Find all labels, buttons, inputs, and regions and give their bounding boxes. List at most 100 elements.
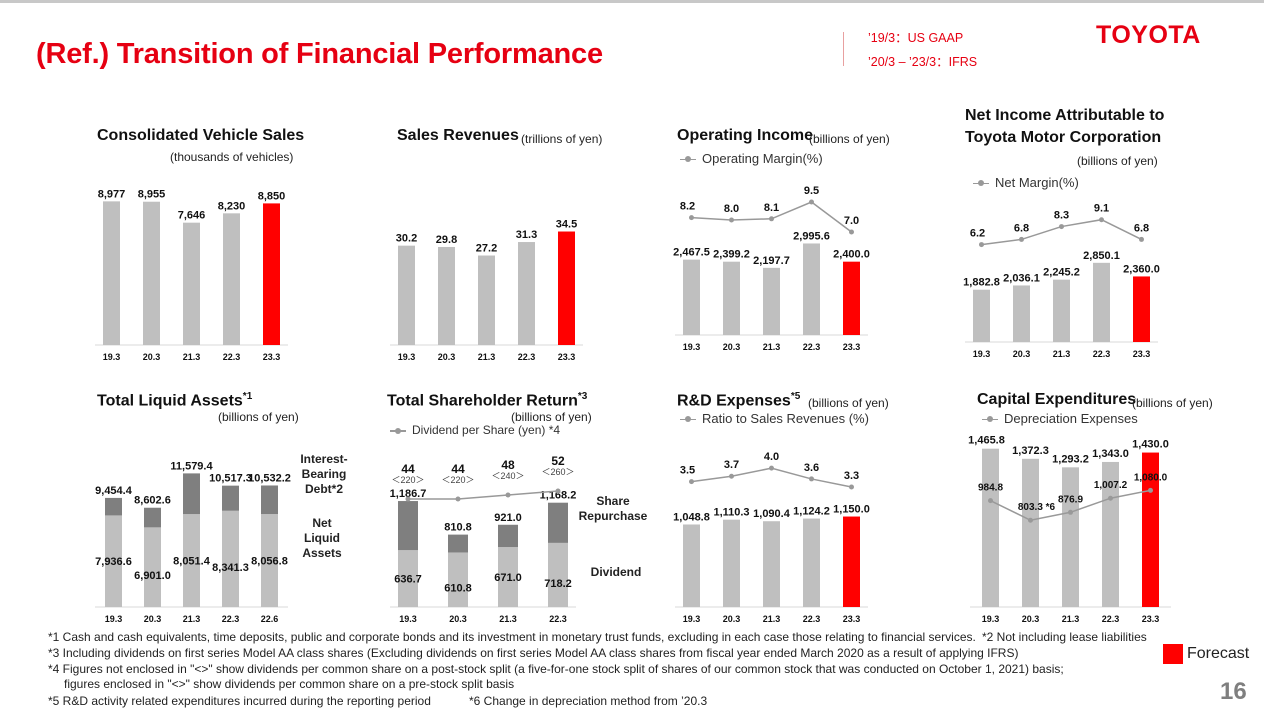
- stack-bottom-bar: [105, 515, 122, 607]
- net-margin-legend: Net Margin(%): [973, 175, 1079, 190]
- forecast-swatch-icon: [1163, 644, 1183, 664]
- x-tick-label: 23.3: [843, 342, 861, 352]
- interest-bearing-debt-label: Interest- Bearing Debt*2: [296, 452, 352, 497]
- footnote-ref: *3: [577, 391, 588, 402]
- line-point: [689, 479, 694, 485]
- footnote-4b: figures enclosed in "<>" show dividends …: [64, 677, 515, 691]
- line-point: [849, 229, 854, 235]
- x-tick-label: 20.3: [144, 614, 162, 624]
- page-title: (Ref.) Transition of Financial Performan…: [36, 38, 603, 70]
- total-value-label: 10,532.2: [248, 472, 291, 484]
- label-line: Share: [596, 494, 630, 508]
- segment-value-label: 671.0: [494, 572, 522, 584]
- total-value-label: 9,454.4: [95, 485, 133, 497]
- bar-value-label: 2,399.2: [713, 249, 750, 261]
- bar-value-label: 2,036.1: [1003, 272, 1040, 284]
- stack-top-bar: [144, 507, 161, 528]
- line-marker-icon: [973, 178, 989, 188]
- footnote-4a: *4 Figures not enclosed in "<>" show div…: [48, 662, 1064, 676]
- x-tick-label: 19.3: [973, 349, 991, 359]
- bar-value-label: 1,124.2: [793, 506, 830, 518]
- line-value-label: 803.3 *6: [1018, 502, 1056, 513]
- capex-chart: 19.3 20.3 21.3 22.3 23.3 1,465.8 1,372.31,293.…: [968, 435, 1171, 624]
- stack-top-bar: [398, 501, 418, 551]
- rd-expenses-title: R&D Expenses*5: [677, 391, 800, 410]
- gaap-line-2: ’20/3 – ’23/3：IFRS: [868, 55, 978, 69]
- line-value-label: 6.8: [1134, 222, 1149, 234]
- line-point: [809, 476, 814, 482]
- line-point: [1059, 224, 1064, 230]
- stack-top-bar: [183, 473, 200, 515]
- bar: [803, 518, 820, 607]
- x-tick-label: 19.3: [398, 352, 416, 362]
- vehicle-sales-title: Consolidated Vehicle Sales: [97, 127, 305, 144]
- bar-value-label: 31.3: [516, 229, 537, 241]
- vehicle-sales-chart: 19.3 20.3 21.3 22.3 23.3 8,977 8,955 7,646 8,230…: [95, 188, 288, 362]
- bar: [438, 246, 455, 345]
- x-tick-label: 21.3: [763, 342, 781, 352]
- footnote-ref: *5: [790, 391, 801, 402]
- forecast-bar: [843, 261, 860, 335]
- bar: [1022, 458, 1039, 607]
- bar-value-label: 1,110.3: [713, 507, 749, 519]
- x-tick-label: 19.3: [982, 614, 1000, 624]
- bar: [723, 519, 740, 607]
- gaap-line-1: ’19/3：US GAAP: [868, 31, 964, 45]
- line-value-label: 8.2: [680, 201, 695, 213]
- line-value-label: 52: [551, 454, 565, 468]
- stack-bottom-bar: [183, 514, 200, 607]
- line-marker-icon: [680, 414, 696, 424]
- total-value-label: 1,186.7: [390, 488, 427, 500]
- total-value-label: 810.8: [444, 522, 472, 534]
- legend-label: Net Margin(%): [995, 175, 1079, 190]
- total-value-label: 10,517.3: [209, 473, 252, 485]
- stack-top-bar: [498, 524, 518, 548]
- segment-value-label: 718.2: [544, 578, 572, 590]
- bar: [1093, 262, 1110, 342]
- bar: [1102, 461, 1119, 607]
- forecast-bar: [263, 203, 280, 345]
- label-line: Repurchase: [578, 509, 648, 523]
- line-value-label: 984.8: [978, 483, 1003, 494]
- forecast-legend: Forecast: [1163, 644, 1249, 664]
- line-value-label: 4.0: [764, 451, 779, 463]
- line-value-label: 3.5: [680, 465, 695, 477]
- operating-income-title: Operating Income: [677, 127, 814, 144]
- line-point: [769, 216, 774, 222]
- x-tick-label: 20.3: [723, 342, 741, 352]
- bar-value-label: 1,090.4: [753, 508, 791, 520]
- bar-value-label: 34.5: [556, 219, 577, 231]
- liquid-assets-chart: 19.3 20.3 21.3 22.3 22.6 9,454.4 7,936.6 8,602.…: [95, 460, 291, 624]
- forecast-label: Forecast: [1187, 645, 1250, 662]
- bar: [763, 521, 780, 607]
- x-tick-label: 23.3: [558, 352, 576, 362]
- line-point: [405, 496, 411, 502]
- bar-value-label: 1,882.8: [963, 277, 1000, 289]
- pre-split-dividend-label: ＜220＞: [391, 475, 424, 485]
- bar: [1062, 467, 1079, 607]
- bar: [973, 289, 990, 342]
- net-income-unit: (billions of yen): [1077, 154, 1158, 168]
- stack-bottom-bar: [222, 510, 239, 607]
- stack-bottom-bar: [144, 527, 161, 607]
- operating-margin-legend: Operating Margin(%): [680, 151, 823, 166]
- pre-split-dividend-label: ＜260＞: [541, 467, 574, 477]
- line-value-label: 3.6: [804, 462, 819, 474]
- capex-unit: (billions of yen): [1132, 396, 1213, 410]
- x-tick-label: 21.3: [183, 614, 201, 624]
- total-value-label: 8,602.6: [134, 495, 171, 507]
- line-value-label: 9.1: [1094, 203, 1109, 215]
- series-line: [691, 467, 852, 488]
- bar-value-label: 2,467.5: [673, 247, 710, 259]
- bar-value-label: 1,465.8: [968, 435, 1005, 447]
- bar-value-label: 27.2: [476, 243, 497, 255]
- net-income-chart: 19.3 20.3 21.3 22.3 23.3 1,882.8 2,036.1 2,245.…: [963, 203, 1160, 359]
- label-line: Dividend: [590, 565, 642, 579]
- legend-label: Depreciation Expenses: [1004, 411, 1138, 426]
- line-value-label: 44: [401, 462, 415, 476]
- forecast-bar: [558, 231, 575, 345]
- footnote-2: *2 Not including lease liabilities: [982, 630, 1147, 644]
- line-value-label: 1,007.2: [1094, 480, 1128, 491]
- bar-value-label: 2,995.6: [793, 230, 830, 242]
- segment-value-label: 7,936.6: [95, 556, 132, 568]
